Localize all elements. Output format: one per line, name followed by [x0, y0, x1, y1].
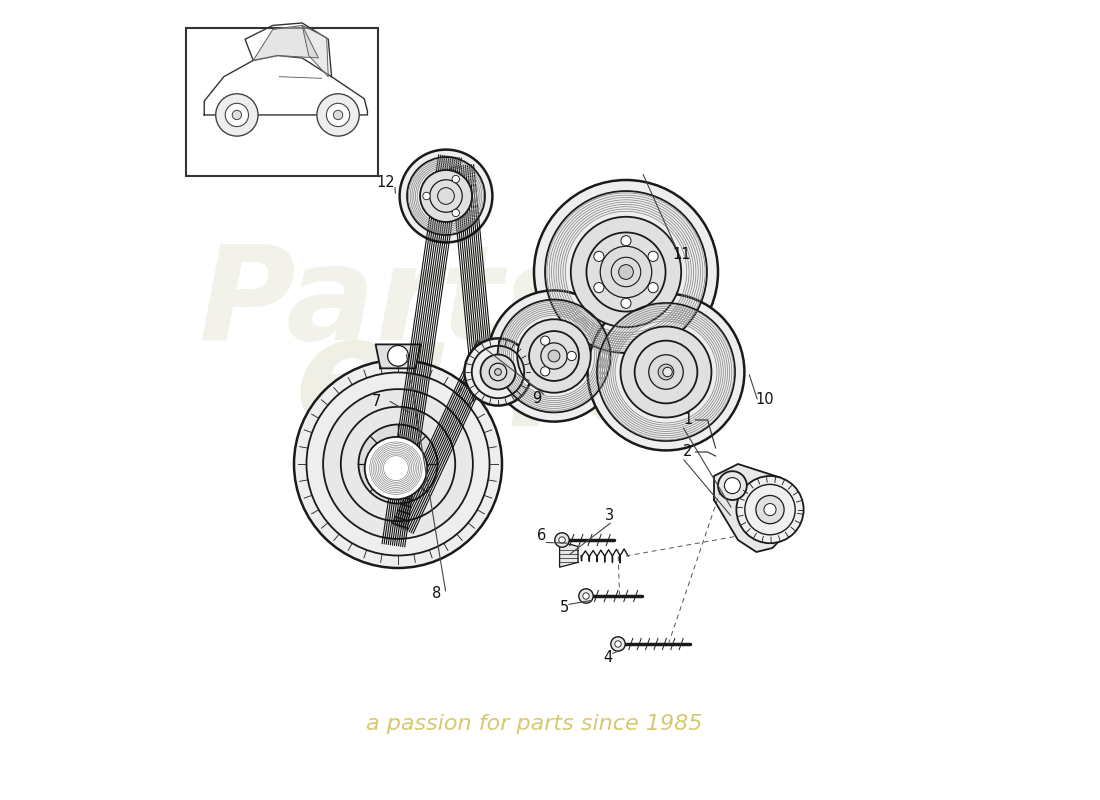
- Text: a passion for parts since 1985: a passion for parts since 1985: [366, 714, 702, 734]
- Circle shape: [365, 437, 427, 499]
- Text: 12: 12: [376, 175, 395, 190]
- Text: 4: 4: [603, 650, 613, 665]
- Circle shape: [583, 593, 590, 599]
- Text: euro: euro: [294, 310, 686, 458]
- Circle shape: [399, 150, 493, 242]
- Circle shape: [323, 389, 473, 539]
- Polygon shape: [560, 542, 578, 567]
- Circle shape: [232, 110, 242, 120]
- Text: 11: 11: [673, 247, 691, 262]
- Circle shape: [610, 637, 625, 651]
- Circle shape: [387, 346, 408, 366]
- Circle shape: [481, 354, 516, 390]
- Polygon shape: [253, 26, 319, 61]
- Circle shape: [387, 454, 408, 474]
- Circle shape: [736, 476, 804, 543]
- Circle shape: [764, 503, 776, 516]
- Circle shape: [620, 298, 631, 308]
- Circle shape: [333, 110, 343, 120]
- Circle shape: [554, 533, 569, 547]
- Polygon shape: [375, 344, 420, 368]
- Circle shape: [601, 246, 652, 298]
- Circle shape: [620, 326, 712, 418]
- Circle shape: [718, 471, 747, 500]
- Text: 1: 1: [683, 413, 692, 427]
- Circle shape: [594, 282, 604, 293]
- FancyBboxPatch shape: [186, 28, 378, 176]
- Text: 6: 6: [538, 529, 547, 543]
- Circle shape: [327, 103, 350, 126]
- Circle shape: [548, 350, 560, 362]
- Circle shape: [452, 175, 460, 183]
- Circle shape: [571, 217, 681, 327]
- Circle shape: [541, 343, 568, 369]
- Circle shape: [317, 94, 360, 136]
- Circle shape: [615, 641, 622, 647]
- Circle shape: [422, 192, 430, 200]
- Circle shape: [517, 319, 591, 393]
- Circle shape: [648, 251, 658, 262]
- Text: 8: 8: [432, 586, 441, 601]
- Circle shape: [495, 369, 502, 375]
- Circle shape: [587, 294, 745, 450]
- Circle shape: [294, 360, 502, 568]
- Circle shape: [452, 209, 460, 217]
- Circle shape: [756, 495, 784, 524]
- Circle shape: [226, 103, 249, 126]
- Circle shape: [620, 236, 631, 246]
- Circle shape: [568, 351, 576, 361]
- Circle shape: [540, 336, 550, 346]
- Circle shape: [649, 354, 683, 390]
- Circle shape: [618, 265, 634, 279]
- Circle shape: [420, 170, 472, 222]
- Text: 3: 3: [605, 509, 615, 523]
- Circle shape: [488, 290, 619, 422]
- Text: 2: 2: [683, 445, 692, 459]
- Circle shape: [663, 367, 672, 377]
- Circle shape: [540, 366, 550, 376]
- Circle shape: [658, 364, 674, 380]
- Circle shape: [594, 251, 604, 262]
- Polygon shape: [714, 464, 792, 552]
- Circle shape: [534, 180, 718, 364]
- Circle shape: [725, 478, 740, 494]
- Circle shape: [464, 338, 531, 406]
- Text: 9: 9: [532, 391, 542, 406]
- Circle shape: [559, 537, 565, 543]
- Circle shape: [438, 188, 454, 204]
- Circle shape: [648, 282, 658, 293]
- Text: 5: 5: [560, 601, 569, 615]
- Circle shape: [579, 589, 593, 603]
- Text: 7: 7: [372, 394, 381, 409]
- Polygon shape: [302, 26, 328, 77]
- Text: 10: 10: [755, 393, 773, 407]
- Circle shape: [216, 94, 258, 136]
- Circle shape: [359, 425, 438, 503]
- Text: Parts: Parts: [198, 241, 582, 367]
